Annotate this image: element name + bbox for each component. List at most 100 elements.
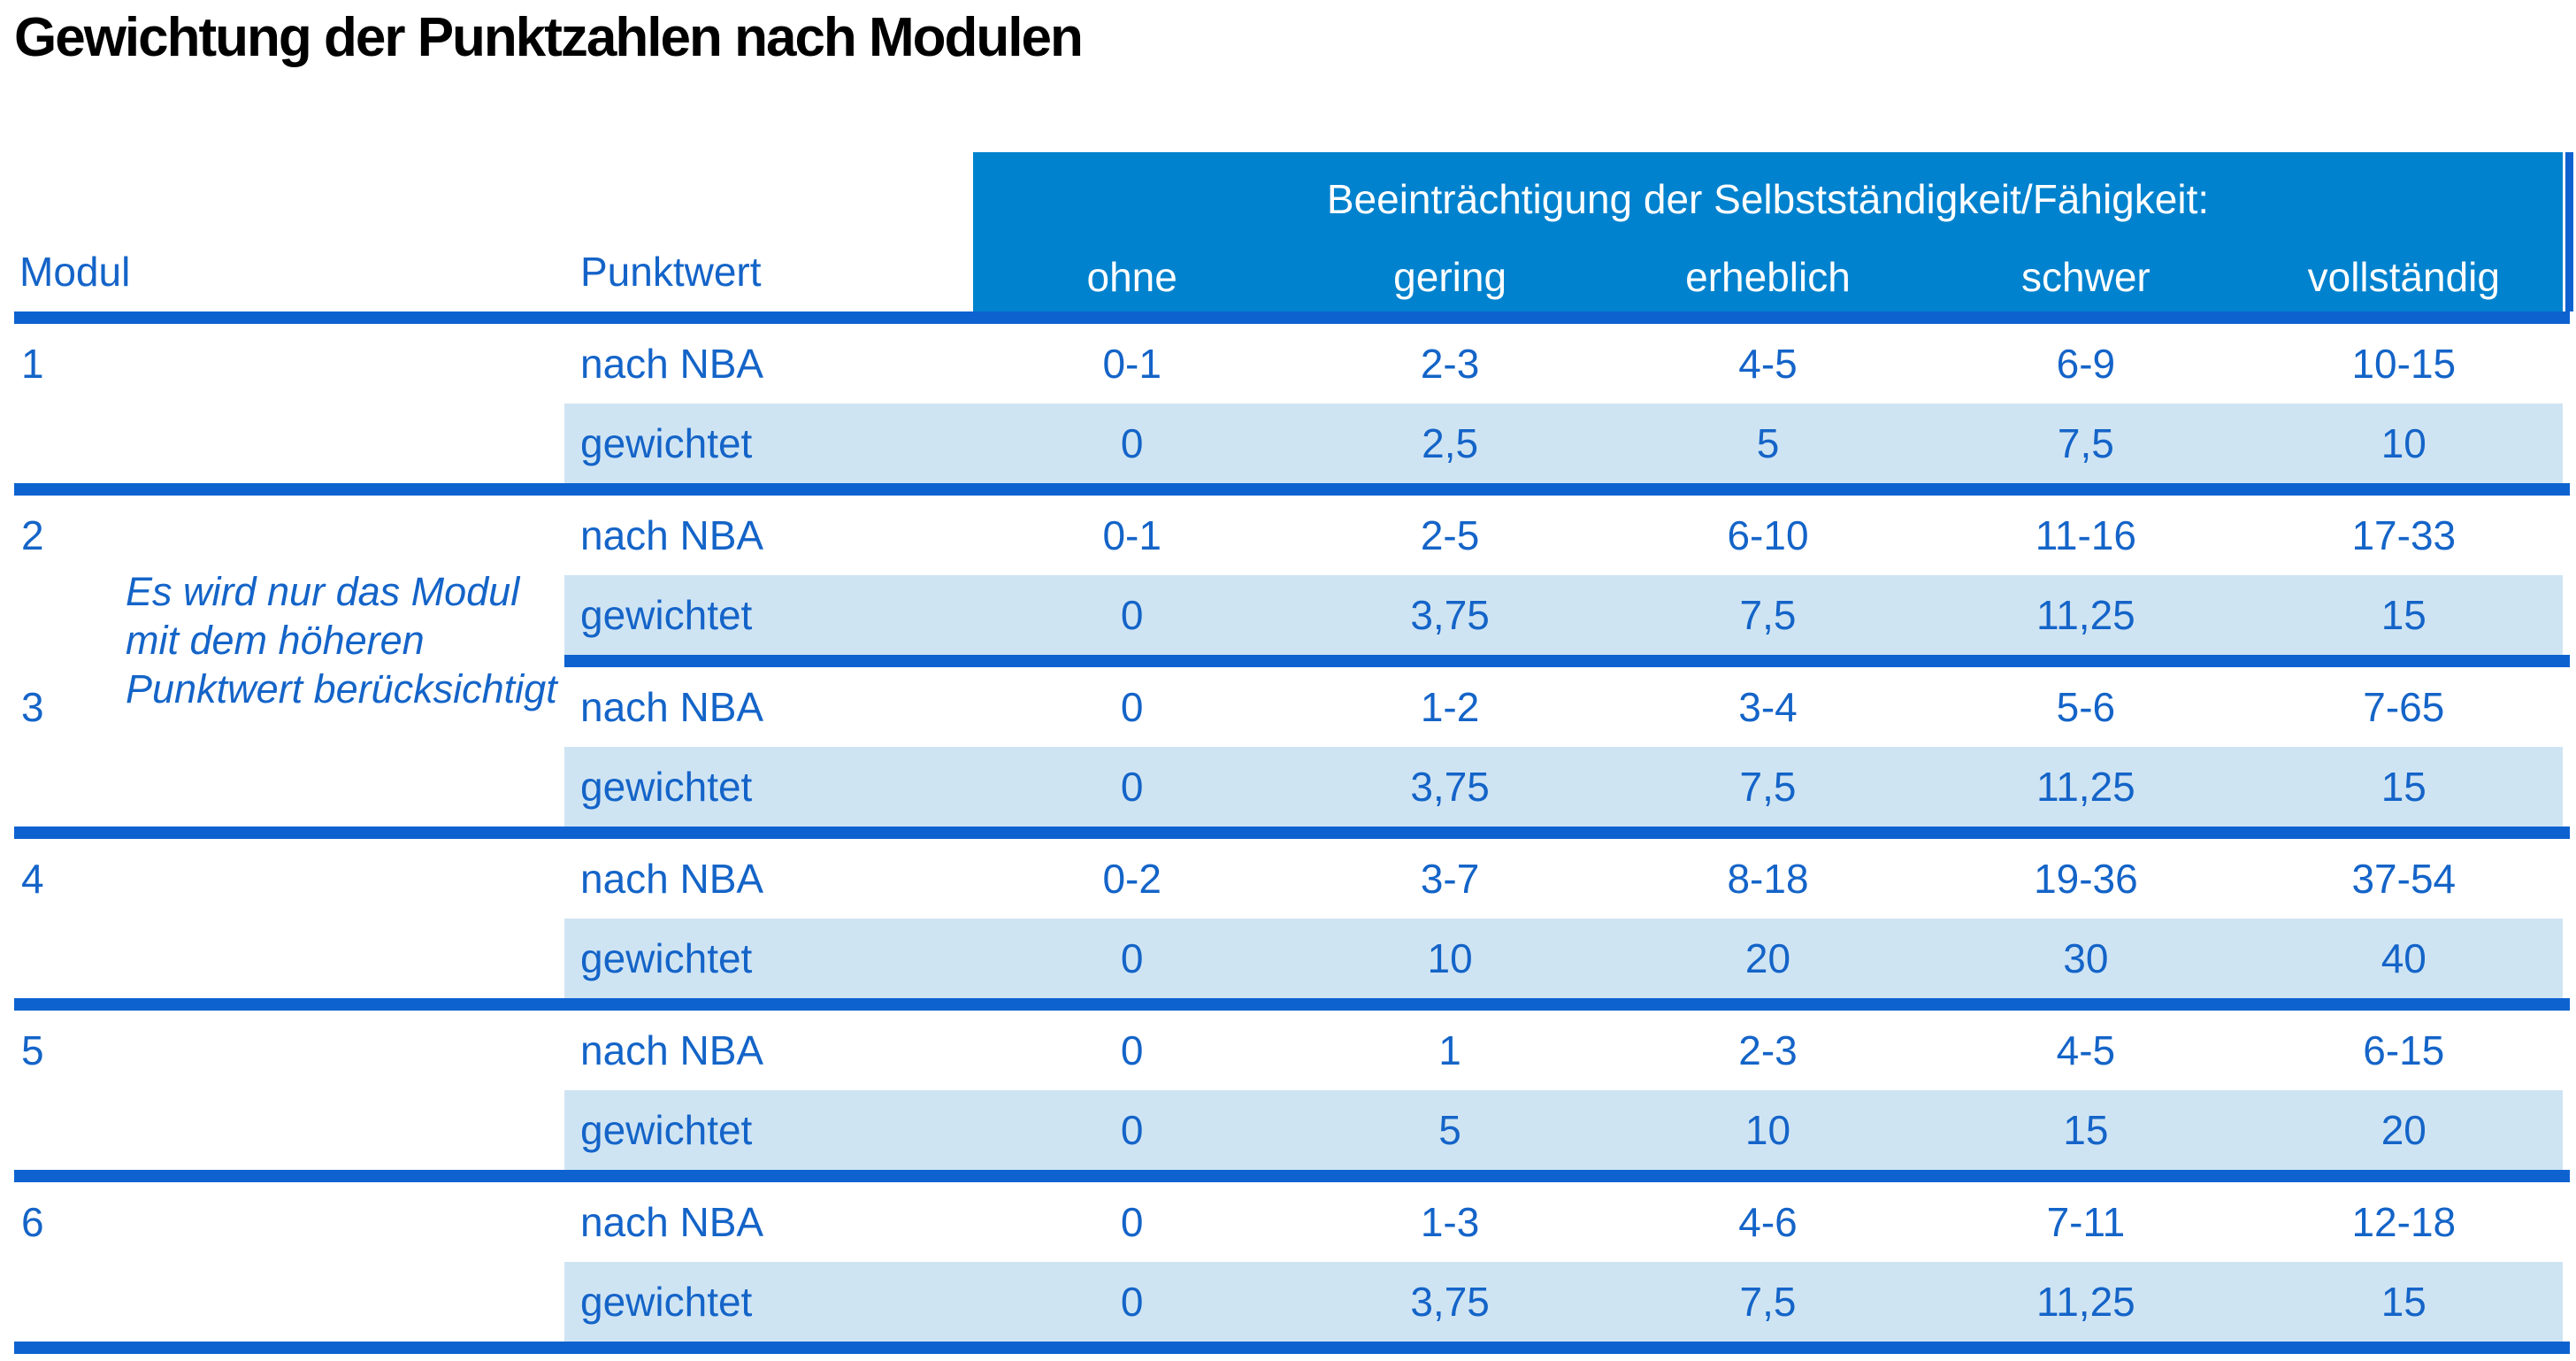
cell-value: 5 (1608, 404, 1928, 483)
cell-value: 7,5 (1927, 404, 2245, 483)
col-header-modul: Modul (19, 249, 131, 295)
cell-value: 1 (1438, 1027, 1461, 1073)
row-label-nba: nach NBA (580, 1027, 764, 1073)
cell-value: 1-2 (1420, 684, 1480, 730)
cell-value: 6-9 (2056, 341, 2116, 387)
cell-value: 20 (1608, 919, 1928, 998)
module-block-4: 4 nach NBA 0-2 3-7 8-18 19-36 37-54 gewi… (0, 839, 2563, 998)
row-label-gewichtet: gewichtet (564, 747, 973, 827)
cell-value: 0 (973, 919, 1292, 998)
row-label-nba: nach NBA (580, 341, 764, 387)
cell-value: 5-6 (2056, 684, 2116, 730)
cell-value: 7-11 (2046, 1199, 2126, 1245)
cell-value: 0 (973, 575, 1292, 655)
cell-value: 11,25 (1927, 575, 2245, 655)
module-block-2-3: 2 nach NBA 0-1 2-5 6-10 11-16 17-33 Es w… (0, 496, 2570, 827)
cell-value: 5 (1291, 1090, 1609, 1170)
cell-value: 4-5 (1738, 341, 1798, 387)
module-block-6: 6 nach NBA 0 1-3 4-6 7-11 12-18 gewichte… (0, 1182, 2563, 1342)
page-title: Gewichtung der Punktzahlen nach Modulen (14, 7, 1084, 68)
module-number: 1 (21, 341, 44, 387)
cell-value: 7,5 (1608, 747, 1928, 827)
cell-value: 8-18 (1727, 856, 1809, 902)
spacer-cell (0, 404, 564, 483)
module-number: 3 (21, 684, 44, 730)
cell-value: 20 (2244, 1090, 2563, 1170)
module-2-3-note: Es wird nur das Modul mit dem höheren Pu… (126, 568, 557, 711)
cell-value: 2-5 (1420, 512, 1480, 558)
cell-value: 19-36 (2034, 856, 2138, 902)
row-label-nba: nach NBA (580, 512, 764, 558)
col-header-vollstaendig: vollständig (2307, 254, 2500, 300)
module-number: 4 (21, 856, 44, 902)
cell-value: 6-10 (1727, 512, 1809, 558)
module-number: 2 (21, 512, 44, 558)
spacer-cell (0, 1090, 564, 1170)
cell-value: 10 (1608, 1090, 1928, 1170)
spacer-cell (0, 919, 564, 998)
impairment-header-block: Beeinträchtigung der Selbstständigkeit/F… (973, 152, 2573, 311)
cell-value: 0-1 (1102, 512, 1162, 558)
cell-value: 15 (1927, 1090, 2245, 1170)
table-header: Modul Punktwert Beeinträchtigung der Sel… (0, 152, 2576, 311)
row-label-nba: nach NBA (580, 856, 764, 902)
cell-value: 11-16 (2035, 512, 2137, 558)
cell-value: 30 (1927, 919, 2245, 998)
cell-value: 15 (2244, 1262, 2563, 1342)
row-label-gewichtet: gewichtet (564, 1090, 973, 1170)
col-header-punktwert: Punktwert (580, 249, 762, 295)
row-label-nba: nach NBA (580, 1199, 764, 1245)
module-number: 6 (21, 1199, 44, 1245)
cell-value: 11,25 (1927, 747, 2245, 827)
bottom-rule (14, 1342, 2570, 1354)
cell-value: 40 (2244, 919, 2563, 998)
cell-value: 3-7 (1420, 856, 1480, 902)
title-area: Gewichtung der Punktzahlen nach Modulen (0, 0, 2576, 152)
cell-value: 3,75 (1291, 575, 1609, 655)
cell-value: 7-65 (2363, 684, 2445, 730)
cell-value: 0 (973, 404, 1292, 483)
divider-rule (14, 1170, 2570, 1182)
cell-value: 0 (1120, 1027, 1144, 1073)
spacer-cell (0, 1262, 564, 1342)
col-header-ohne: ohne (1086, 254, 1177, 300)
divider-rule (14, 827, 2570, 839)
severity-header-row: ohne gering erheblich schwer vollständig (973, 253, 2563, 301)
header-right-edge (2565, 152, 2573, 311)
cell-value: 4-5 (2056, 1027, 2116, 1073)
cell-value: 7,5 (1608, 575, 1928, 655)
divider-rule (14, 483, 2570, 496)
row-label-gewichtet: gewichtet (564, 575, 973, 655)
cell-value: 11,25 (1927, 1262, 2245, 1342)
partial-divider-rule (564, 655, 2570, 667)
row-label-nba: nach NBA (580, 684, 764, 730)
cell-value: 0 (1120, 1199, 1144, 1245)
cell-value: 10 (2244, 404, 2563, 483)
cell-value: 4-6 (1738, 1199, 1798, 1245)
divider-rule (14, 998, 2570, 1011)
cell-value: 0-1 (1102, 341, 1162, 387)
cell-value: 3,75 (1291, 747, 1609, 827)
cell-value: 15 (2244, 747, 2563, 827)
row-label-gewichtet: gewichtet (564, 1262, 973, 1342)
cell-value: 0 (973, 747, 1292, 827)
cell-value: 15 (2244, 575, 2563, 655)
cell-value: 2-3 (1738, 1027, 1798, 1073)
divider-rule (14, 311, 2570, 324)
cell-value: 10-15 (2351, 341, 2457, 387)
module-number: 5 (21, 1027, 44, 1073)
module-block-1: 1 nach NBA 0-1 2-3 4-5 6-9 10-15 gewicht… (0, 324, 2563, 483)
impairment-title: Beeinträchtigung der Selbstständigkeit/F… (1326, 176, 2210, 222)
cell-value: 10 (1291, 919, 1609, 998)
cell-value: 0 (973, 1262, 1292, 1342)
cell-value: 0-2 (1102, 856, 1162, 902)
col-header-erheblich: erheblich (1685, 254, 1851, 300)
cell-value: 2,5 (1291, 404, 1609, 483)
cell-value: 1-3 (1420, 1199, 1480, 1245)
cell-value: 6-15 (2363, 1027, 2445, 1073)
cell-value: 2-3 (1420, 341, 1480, 387)
cell-value: 12-18 (2351, 1199, 2457, 1245)
cell-value: 3,75 (1291, 1262, 1609, 1342)
row-label-gewichtet: gewichtet (564, 919, 973, 998)
